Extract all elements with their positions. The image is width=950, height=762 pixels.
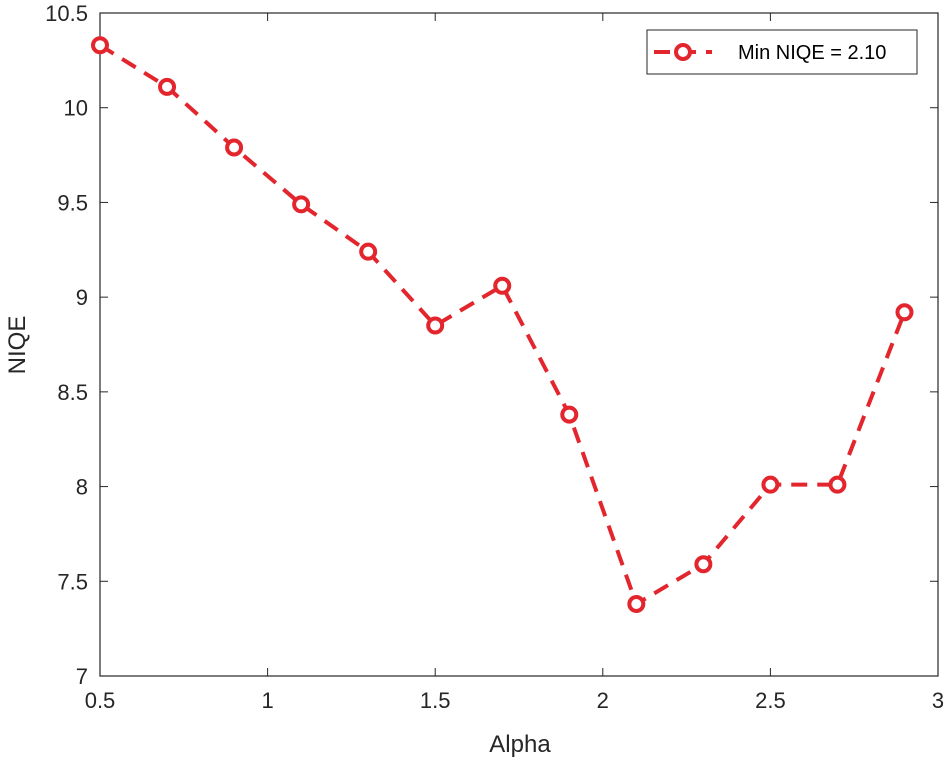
y-tick-label: 9 bbox=[76, 285, 88, 310]
x-tick-label: 1 bbox=[261, 688, 273, 713]
y-tick-label: 7 bbox=[76, 664, 88, 689]
data-point-marker bbox=[895, 303, 914, 322]
data-point-marker bbox=[426, 316, 445, 335]
plot-area bbox=[99, 12, 939, 677]
y-axis-ticks: 7 7.5 8 8.5 9 9.5 10 10.5 bbox=[45, 1, 938, 689]
series-layer bbox=[91, 36, 914, 614]
data-point-marker bbox=[627, 595, 646, 614]
y-tick-label: 10 bbox=[64, 96, 88, 121]
x-tick-label: 2.5 bbox=[755, 688, 786, 713]
y-tick-label: 10.5 bbox=[45, 1, 88, 26]
x-axis-label: Alpha bbox=[489, 731, 551, 758]
data-point-marker bbox=[560, 405, 579, 424]
data-point-marker bbox=[493, 276, 512, 295]
x-tick-label: 2 bbox=[597, 688, 609, 713]
legend-marker bbox=[674, 43, 692, 61]
data-point-marker bbox=[694, 555, 713, 574]
y-tick-label: 7.5 bbox=[57, 569, 88, 594]
x-tick-label: 3 bbox=[932, 688, 944, 713]
data-point-marker bbox=[359, 242, 378, 261]
data-point-marker bbox=[761, 475, 780, 494]
y-tick-label: 8.5 bbox=[57, 380, 88, 405]
x-tick-label: 0.5 bbox=[85, 688, 116, 713]
data-point-marker bbox=[225, 138, 244, 157]
x-axis-ticks: 0.5 1 1.5 2 2.5 3 bbox=[85, 13, 944, 713]
legend: Min NIQE = 2.10 bbox=[646, 29, 918, 75]
y-axis-label: NIQE bbox=[4, 316, 31, 375]
legend-entry-label: Min NIQE = 2.10 bbox=[738, 42, 886, 64]
y-tick-label: 8 bbox=[76, 475, 88, 500]
data-point-marker bbox=[91, 36, 109, 55]
x-tick-label: 1.5 bbox=[420, 688, 451, 713]
y-tick-label: 9.5 bbox=[57, 190, 88, 215]
data-point-marker bbox=[828, 475, 847, 494]
data-point-marker bbox=[158, 77, 177, 96]
plot-frame bbox=[99, 12, 939, 677]
data-point-marker bbox=[292, 195, 311, 214]
